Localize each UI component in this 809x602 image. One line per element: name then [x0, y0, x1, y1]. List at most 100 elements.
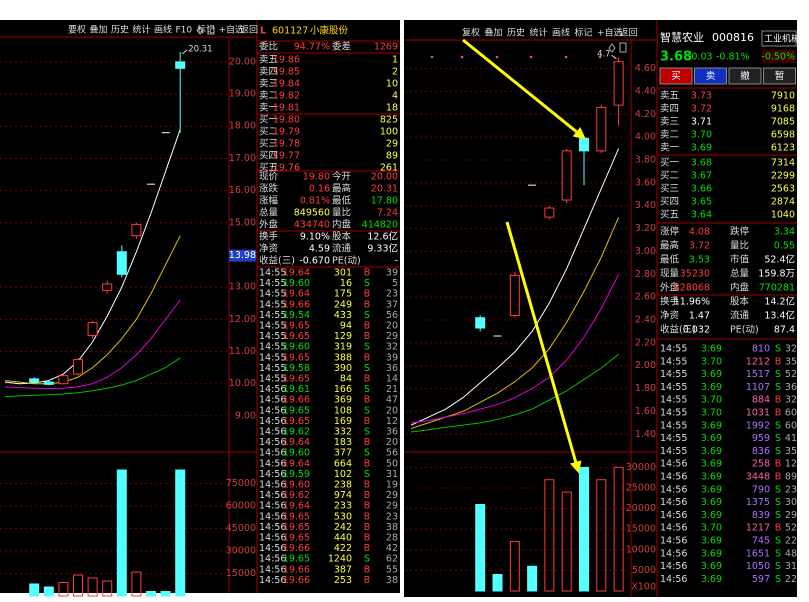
- trade-volume: 301: [334, 268, 352, 279]
- level-price: 19.77: [273, 151, 300, 162]
- level-price: 19.78: [273, 139, 300, 150]
- trade-button[interactable]: [694, 67, 727, 85]
- trade-time: 14:55: [660, 408, 687, 419]
- volume-bar: [87, 577, 98, 597]
- trade-button-label[interactable]: 卖: [706, 71, 716, 82]
- trade-price: 19.64: [283, 501, 310, 512]
- stat-value: 20.00: [371, 172, 398, 183]
- y-tick-label: 1.60: [635, 406, 656, 417]
- annotation-arrow: [505, 221, 582, 474]
- trade-button[interactable]: [763, 67, 796, 85]
- y-tick-label: 19.00: [229, 89, 256, 100]
- trade-volume: 390: [334, 363, 352, 374]
- level-volume: 1040: [771, 210, 795, 221]
- toolbar-button[interactable]: 标记: [197, 24, 215, 36]
- trade-volume: 84: [340, 374, 352, 385]
- trade-volume: 94: [340, 321, 352, 332]
- toolbar-button[interactable]: +自选: [219, 24, 245, 36]
- trade-count: 31: [785, 561, 797, 572]
- trade-button-label[interactable]: 买: [671, 71, 681, 82]
- trade-count: 35: [785, 356, 797, 367]
- toolbar-button[interactable]: 统计: [133, 24, 151, 36]
- toolbar-button[interactable]: F10: [176, 26, 193, 36]
- trade-button-label[interactable]: 暂: [775, 70, 785, 82]
- trade-volume: 1517: [746, 369, 770, 380]
- trade-price: 3.69: [701, 536, 722, 547]
- level-label: 买一: [259, 115, 279, 126]
- trade-time: 14:55: [259, 321, 286, 332]
- volume-bar: [561, 491, 572, 592]
- stat-value: -0.670: [299, 256, 330, 267]
- toolbar-button[interactable]: 叠加: [485, 28, 503, 39]
- trade-count: 14: [386, 374, 398, 385]
- trade-volume: 169: [334, 416, 352, 427]
- trade-volume: 597: [752, 574, 770, 585]
- level-label: 卖三: [259, 79, 278, 90]
- industry-box[interactable]: [761, 30, 797, 47]
- trade-volume: 387: [334, 564, 352, 575]
- trade-volume: 175: [334, 289, 352, 300]
- trade-price: 19.64: [283, 268, 310, 279]
- trade-side: B: [775, 472, 782, 483]
- toolbar-button[interactable]: 返回: [240, 24, 258, 36]
- moving-average: [410, 148, 620, 426]
- y-tick-label: 3.60: [635, 177, 656, 188]
- trade-price: 3.69: [701, 433, 722, 444]
- stat-label: 现量: [660, 269, 680, 280]
- trade-side: S: [364, 405, 370, 416]
- trade-side: B: [364, 543, 371, 554]
- stat-value: 4.59: [309, 244, 330, 255]
- moving-average: [410, 353, 619, 433]
- stat-value: 12.6亿: [367, 231, 398, 243]
- trade-time: 14:56: [259, 458, 286, 469]
- trade-volume: 249: [334, 299, 352, 310]
- y-tick-label: 2.40: [635, 315, 656, 326]
- stat-label: 涨幅: [259, 195, 279, 207]
- ratio-label: 委比: [259, 41, 278, 53]
- toolbar-button[interactable]: 叠加: [90, 25, 108, 36]
- toolbar-button[interactable]: 要权: [68, 24, 86, 36]
- industry-tag[interactable]: 工业机械: [764, 33, 800, 45]
- y-tick-label: 15.00: [229, 217, 256, 228]
- volume-bar: [492, 574, 503, 592]
- trade-price: 3.70: [701, 408, 722, 419]
- toolbar-button[interactable]: 画线: [154, 24, 172, 36]
- y-tick-label: 2.00: [635, 360, 656, 371]
- toolbar-button[interactable]: 历史: [111, 24, 129, 36]
- trade-button-label[interactable]: 撤: [740, 70, 750, 82]
- toolbar-button[interactable]: +自选: [597, 27, 623, 39]
- trade-count: 20: [386, 321, 398, 332]
- trade-time: 14:56: [660, 497, 687, 508]
- toolbar-button[interactable]: 标记: [575, 27, 593, 39]
- toolbar-button[interactable]: 画线: [552, 27, 570, 39]
- trade-time: 14:56: [660, 484, 687, 495]
- stat-value: 17.80: [371, 196, 398, 207]
- trade-volume: 16: [340, 278, 352, 289]
- trade-side: B: [364, 564, 371, 575]
- volume-bar: [58, 582, 69, 597]
- toolbar-button[interactable]: 返回: [620, 27, 638, 39]
- trade-button[interactable]: [659, 67, 693, 85]
- industry-change-box: [762, 50, 796, 63]
- level-volume: 6123: [771, 143, 795, 154]
- volume-bar: [175, 469, 186, 597]
- trade-side: B: [364, 374, 371, 385]
- trade-volume: 319: [334, 342, 352, 353]
- level-volume: 7314: [771, 158, 795, 169]
- level-price: 3.72: [691, 104, 712, 115]
- toolbar-button[interactable]: 历史: [507, 27, 525, 39]
- trade-price: 19.65: [283, 321, 310, 332]
- level-volume: 18: [386, 103, 398, 114]
- stat-label: 现价: [259, 172, 279, 183]
- level-label: 卖一: [259, 103, 279, 114]
- level-volume: 825: [380, 115, 398, 126]
- trade-volume: 242: [334, 522, 352, 533]
- toolbar-button[interactable]: 复权: [462, 27, 480, 39]
- trade-price: 19.66: [283, 299, 310, 310]
- toolbar-button[interactable]: 统计: [530, 27, 548, 39]
- trade-button[interactable]: [728, 67, 762, 85]
- trade-count: 41: [785, 433, 797, 444]
- stat-label: 净资: [660, 310, 680, 322]
- high-pointer: [611, 54, 617, 60]
- volume-bar: [102, 580, 113, 597]
